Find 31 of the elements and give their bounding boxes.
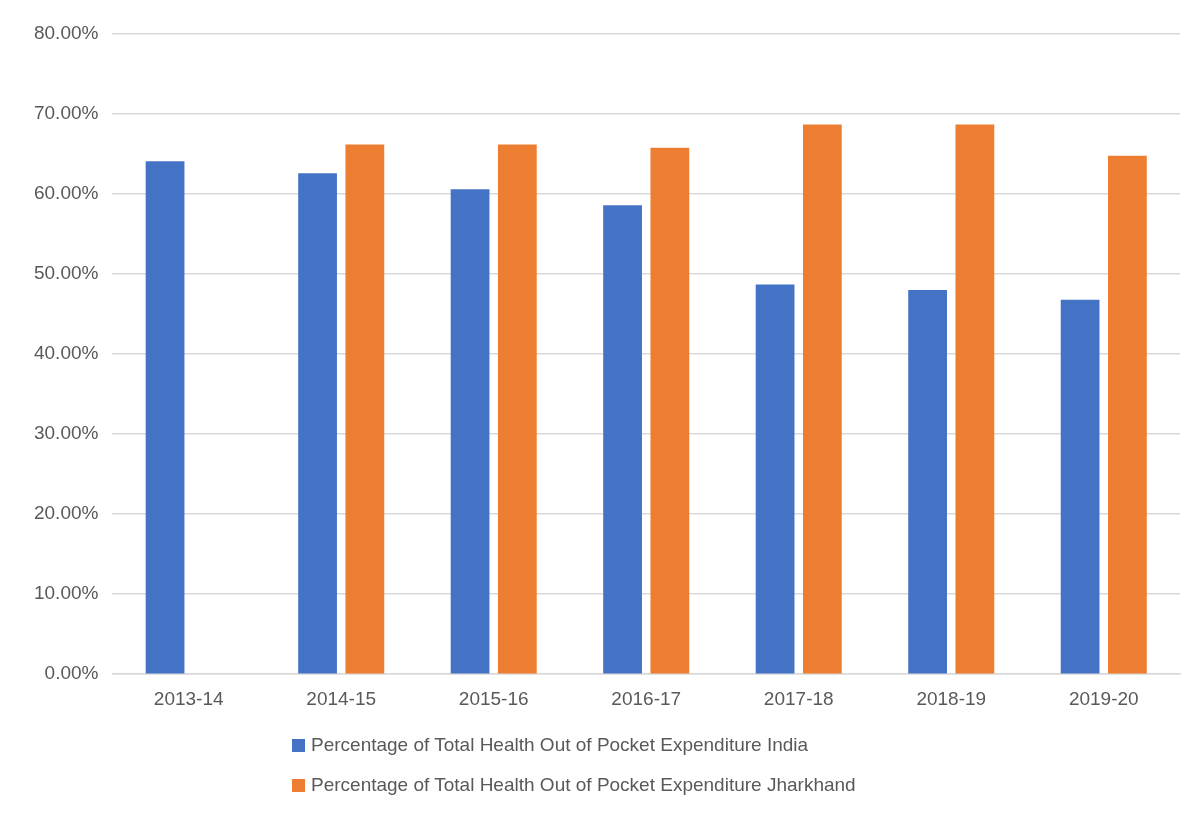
bar	[145, 161, 185, 674]
y-tick-label: 20.00%	[33, 502, 99, 524]
bar	[755, 284, 795, 674]
x-tick-label: 2013-14	[153, 687, 224, 709]
x-tick-label: 2014-15	[306, 687, 377, 709]
legend-label: Percentage of Total Health Out of Pocket Expenditure Jharkhand	[311, 774, 856, 796]
bar	[298, 173, 337, 674]
y-tick-label: 50.00%	[33, 262, 99, 284]
bar	[1060, 299, 1100, 674]
bar	[450, 189, 490, 674]
x-tick-label: 2015-16	[458, 687, 529, 709]
y-tick-label: 60.00%	[33, 182, 99, 204]
x-tick-label: 2017-18	[763, 687, 834, 709]
legend-label: Percentage of Total Health Out of Pocket Expenditure India	[311, 734, 809, 756]
bar	[802, 124, 842, 674]
y-tick-label: 70.00%	[33, 102, 99, 124]
x-tick-label: 2019-20	[1068, 687, 1139, 709]
bar	[603, 205, 642, 674]
bar	[497, 144, 537, 674]
bar	[650, 147, 690, 674]
y-tick-label: 80.00%	[33, 22, 99, 44]
y-tick-label: 30.00%	[33, 422, 99, 444]
bar	[1108, 155, 1147, 674]
x-tick-label: 2018-19	[916, 687, 987, 709]
x-tick-label: 2016-17	[611, 687, 682, 709]
y-tick-label: 10.00%	[33, 582, 99, 604]
bar	[955, 124, 995, 674]
bar	[908, 290, 947, 674]
bar	[345, 144, 385, 674]
y-tick-label: 40.00%	[33, 342, 99, 364]
y-tick-label: 0.00%	[44, 662, 99, 684]
